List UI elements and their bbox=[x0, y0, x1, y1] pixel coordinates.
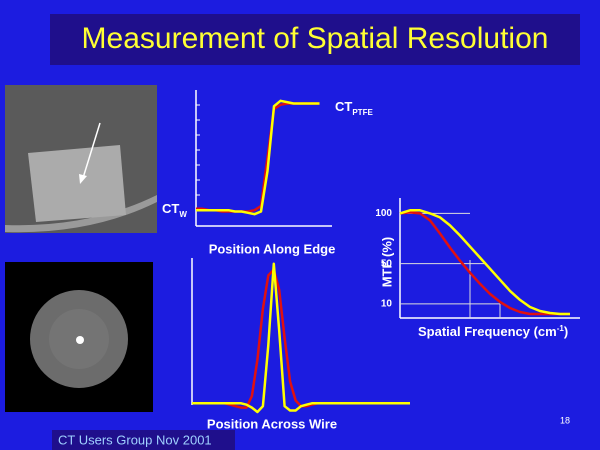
x-axis-label: Position Across Wire bbox=[207, 416, 337, 431]
y-axis-label: MTF (%) bbox=[379, 237, 394, 288]
axes bbox=[191, 90, 580, 405]
title-box bbox=[50, 14, 580, 65]
annotation-sub: W bbox=[179, 210, 187, 219]
y-tick-label: 50 bbox=[381, 258, 393, 269]
annotation-text: CT bbox=[335, 99, 352, 114]
curve bbox=[192, 262, 410, 414]
annotation: CTPTFE bbox=[335, 99, 373, 117]
curve bbox=[196, 99, 320, 216]
curve bbox=[399, 209, 570, 316]
title: Measurement of Spatial Resolution bbox=[82, 22, 549, 55]
ct-image-edge bbox=[5, 85, 157, 233]
x-axis-label: Spatial Frequency (cm-1) bbox=[418, 324, 568, 339]
ct-image-wire bbox=[5, 262, 153, 412]
footer-box bbox=[52, 430, 235, 450]
annotation: CTW bbox=[162, 201, 187, 219]
x-label-sup: -1 bbox=[557, 324, 565, 333]
annotation-text: CT bbox=[162, 201, 179, 216]
curve bbox=[399, 211, 570, 316]
x-axis-label: Position Along Edge bbox=[209, 241, 336, 256]
x-label-end: ) bbox=[564, 324, 568, 339]
footer: CT Users Group Nov 2001 bbox=[58, 432, 212, 447]
x-label-text: Spatial Frequency (cm bbox=[418, 324, 557, 339]
page-number: 18 bbox=[560, 415, 570, 425]
y-tick-label: 10 bbox=[381, 299, 393, 310]
annotation-sub: PTFE bbox=[352, 108, 373, 117]
y-tick-label: 100 bbox=[375, 208, 392, 219]
